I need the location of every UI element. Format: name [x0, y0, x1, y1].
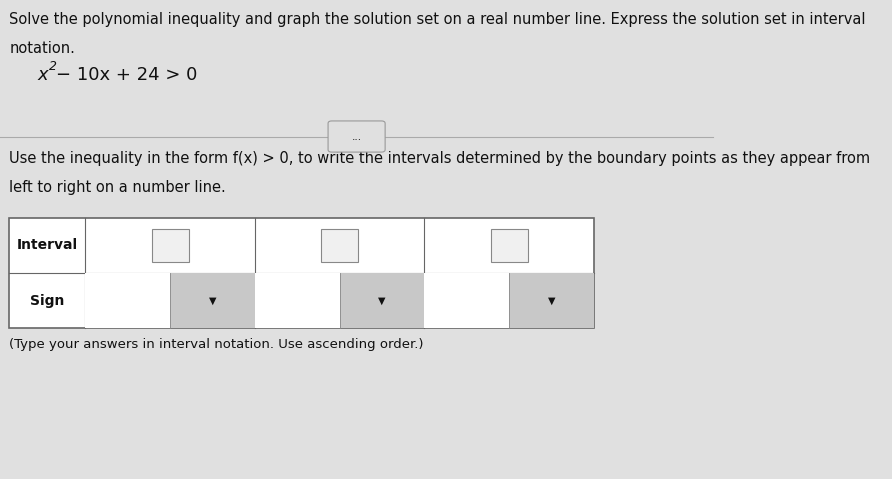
Text: notation.: notation. [9, 41, 75, 56]
Text: (Type your answers in interval notation. Use ascending order.): (Type your answers in interval notation.… [9, 338, 424, 351]
Bar [9, 218, 594, 328]
FancyBboxPatch shape [328, 121, 385, 152]
Bar [491, 229, 528, 262]
Text: ▼: ▼ [209, 296, 216, 306]
Text: 2: 2 [48, 60, 56, 73]
Text: ▼: ▼ [378, 296, 386, 306]
Text: Use the inequality in the form f(x) > 0, to write the intervals determined by th: Use the inequality in the form f(x) > 0,… [9, 151, 871, 166]
Bar [340, 273, 425, 328]
Text: Solve the polynomial inequality and graph the solution set on a real number line: Solve the polynomial inequality and grap… [9, 12, 866, 27]
Text: Sign: Sign [30, 294, 64, 308]
Bar [425, 273, 509, 328]
Text: ▼: ▼ [548, 296, 556, 306]
Text: ...: ... [351, 132, 361, 141]
Text: x: x [37, 66, 47, 84]
Bar [321, 229, 359, 262]
Text: Interval: Interval [17, 239, 78, 252]
Bar [170, 273, 255, 328]
Bar [509, 273, 594, 328]
Bar [86, 273, 170, 328]
Bar [255, 273, 340, 328]
Text: left to right on a number line.: left to right on a number line. [9, 180, 226, 194]
Bar [152, 229, 188, 262]
Text: − 10x + 24 > 0: − 10x + 24 > 0 [55, 66, 197, 84]
